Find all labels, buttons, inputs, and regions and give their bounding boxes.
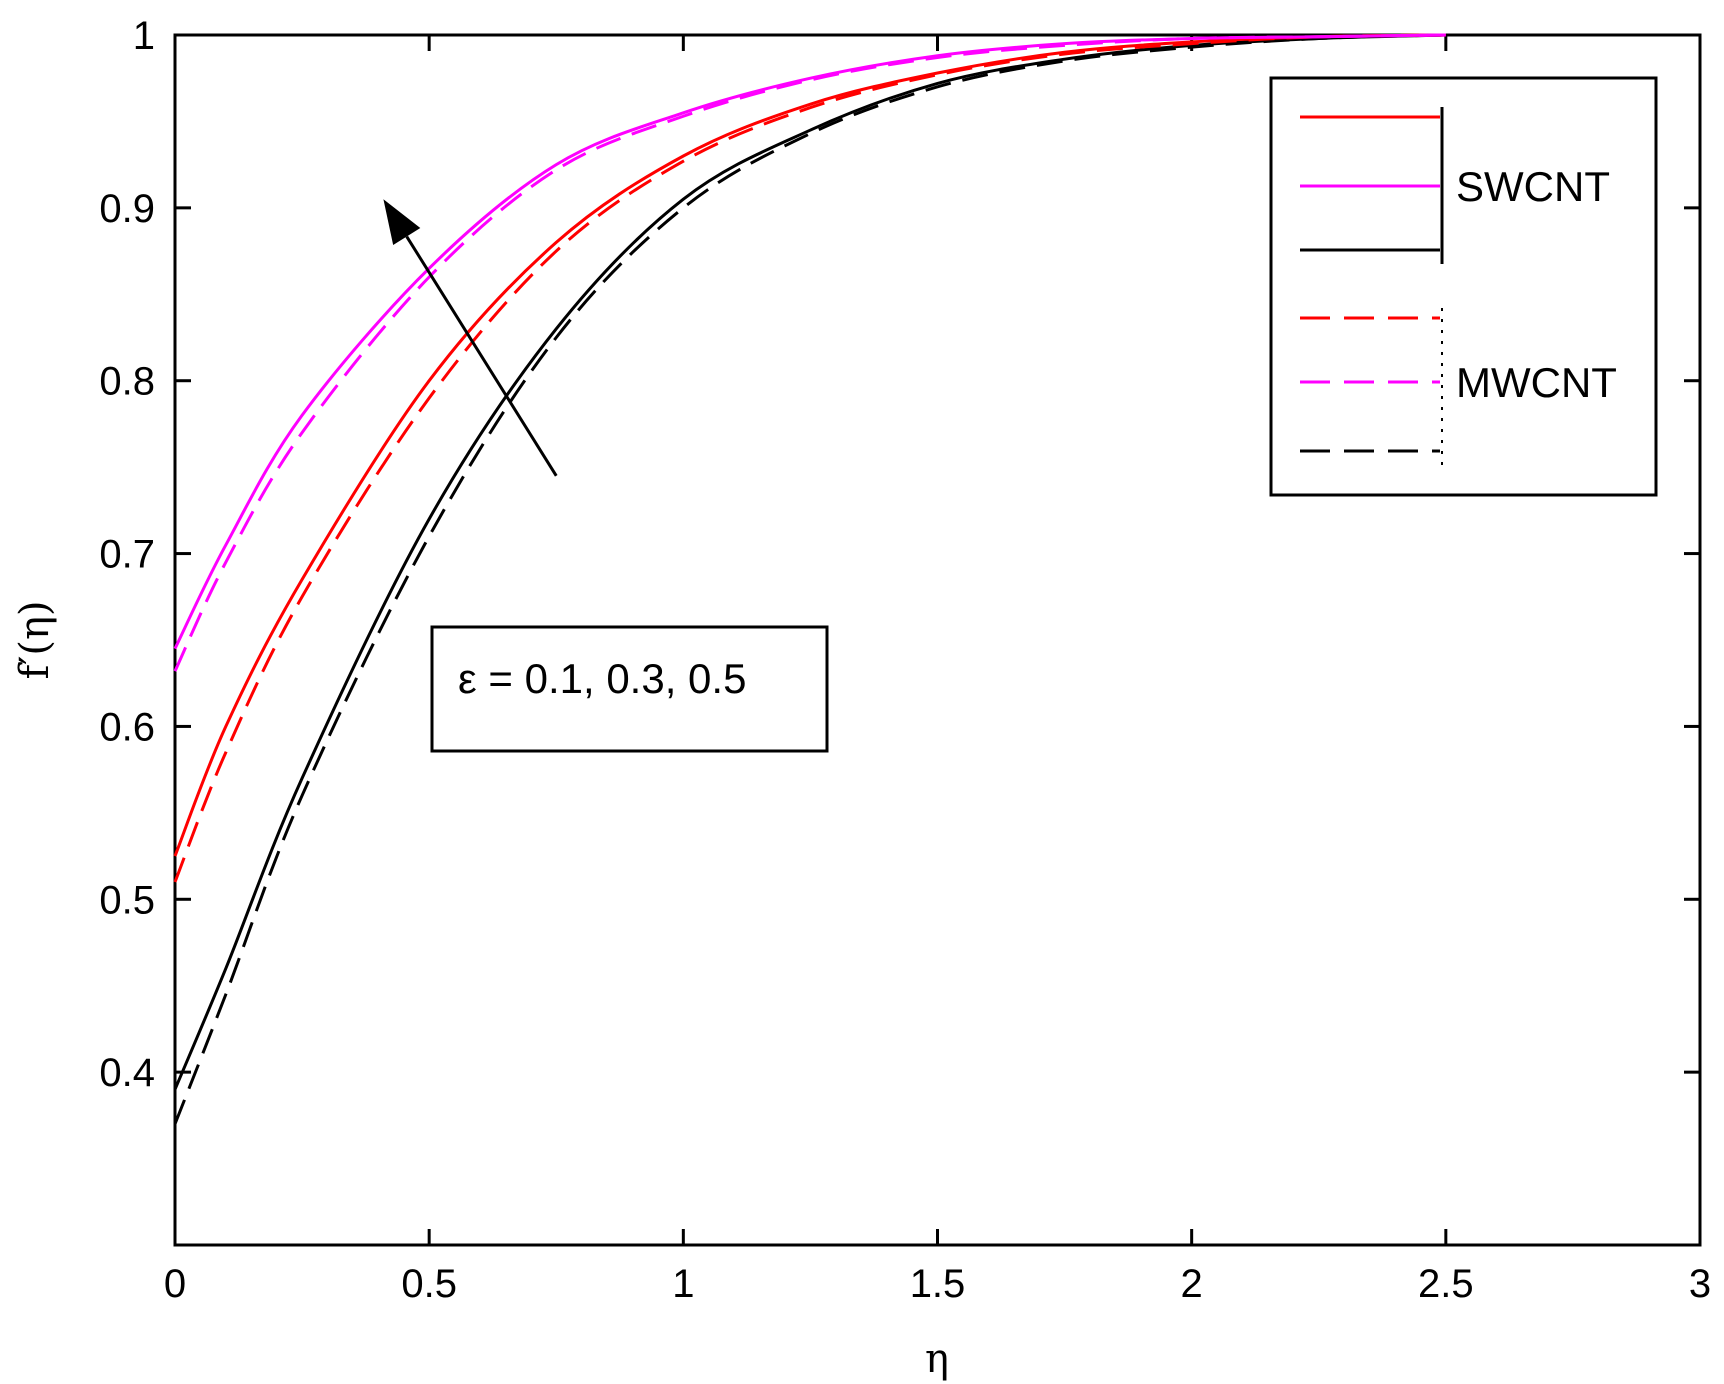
- annotation-text: ε = 0.1, 0.3, 0.5: [458, 655, 746, 702]
- legend: SWCNT MWCNT: [1269, 76, 1658, 497]
- annotation-arrowhead: [383, 199, 421, 246]
- series-line-swcnt-2: [173, 33, 1446, 857]
- annotation: ε = 0.1, 0.3, 0.5: [383, 199, 829, 753]
- legend-label-mwcnt: MWCNT: [1456, 359, 1617, 406]
- series-line-swcnt-0: [173, 33, 1446, 1091]
- annotation-box: [430, 625, 829, 753]
- x-tick-label: 3: [1689, 1262, 1711, 1306]
- x-tick-label: 0: [164, 1262, 186, 1306]
- y-axis-label: f′(η): [12, 600, 58, 679]
- x-tick-label: 0.5: [401, 1262, 457, 1306]
- series-line-mwcnt-3: [173, 33, 1446, 883]
- y-tick-label: 0.6: [99, 705, 155, 749]
- x-tick-label: 1.5: [910, 1262, 966, 1306]
- y-tick-label: 0.7: [99, 533, 155, 577]
- y-tick-label: 0.4: [99, 1051, 155, 1095]
- y-tick-label: 0.8: [99, 360, 155, 404]
- y-tick-label: 0.9: [99, 187, 155, 231]
- x-tick-label: 2: [1181, 1262, 1203, 1306]
- y-axis-ticks: 0.4 0.5 0.6 0.7 0.8 0.9 1: [99, 14, 1700, 1095]
- x-axis-label: η: [925, 1336, 949, 1382]
- y-tick-label: 0.5: [99, 878, 155, 922]
- legend-box: [1269, 76, 1658, 497]
- annotation-arrow: [405, 235, 558, 477]
- series-line-mwcnt-1: [173, 33, 1446, 1125]
- legend-label-swcnt: SWCNT: [1456, 163, 1610, 210]
- series-line-mwcnt-5: [173, 33, 1446, 672]
- y-tick-label: 1: [133, 14, 155, 58]
- series-layer: [173, 33, 1446, 1125]
- x-tick-label: 2.5: [1418, 1262, 1474, 1306]
- x-tick-label: 1: [672, 1262, 694, 1306]
